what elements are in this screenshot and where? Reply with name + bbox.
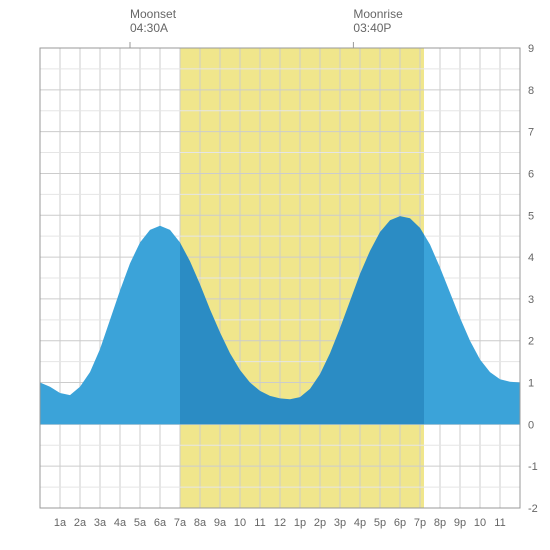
annotation-title: Moonrise: [353, 7, 403, 21]
x-tick-label: 8a: [194, 517, 207, 529]
y-tick-label: 8: [528, 85, 534, 97]
y-tick-label: 0: [528, 419, 534, 431]
x-tick-label: 11: [494, 517, 505, 529]
x-tick-label: 5p: [374, 517, 386, 529]
x-tick-label: 12: [274, 517, 286, 529]
x-tick-label: 9a: [214, 517, 227, 529]
x-tick-label: 10: [474, 517, 486, 529]
y-tick-label: 2: [528, 336, 534, 348]
y-tick-label: -1: [528, 461, 538, 473]
x-tick-label: 2p: [314, 517, 326, 529]
x-tick-label: 6p: [394, 517, 406, 529]
x-tick-label: 3p: [334, 517, 346, 529]
y-tick-label: 3: [528, 294, 534, 306]
x-tick-label: 7p: [414, 517, 426, 529]
x-tick-label: 11: [254, 517, 265, 529]
chart-svg: -2-101234567891a2a3a4a5a6a7a8a9a1011121p…: [0, 0, 550, 550]
y-tick-label: 1: [528, 378, 534, 390]
x-tick-label: 1a: [54, 517, 67, 529]
y-tick-label: 4: [528, 252, 534, 264]
y-tick-label: 7: [528, 127, 534, 139]
x-tick-label: 6a: [154, 517, 167, 529]
x-tick-label: 3a: [94, 517, 107, 529]
x-tick-label: 4a: [114, 517, 127, 529]
annotation-title: Moonset: [130, 7, 177, 21]
x-tick-label: 1p: [294, 517, 306, 529]
x-tick-label: 10: [234, 517, 246, 529]
annotation-value: 04:30A: [130, 21, 168, 35]
y-tick-label: 9: [528, 43, 534, 55]
x-tick-label: 7a: [174, 517, 187, 529]
y-tick-label: 5: [528, 210, 534, 222]
x-tick-label: 5a: [134, 517, 147, 529]
y-tick-label: -2: [528, 503, 538, 515]
x-tick-label: 9p: [454, 517, 466, 529]
x-tick-label: 8p: [434, 517, 446, 529]
tide-chart: -2-101234567891a2a3a4a5a6a7a8a9a1011121p…: [0, 0, 550, 550]
x-tick-label: 2a: [74, 517, 87, 529]
y-tick-label: 6: [528, 168, 534, 180]
annotation-value: 03:40P: [353, 21, 391, 35]
x-tick-label: 4p: [354, 517, 366, 529]
